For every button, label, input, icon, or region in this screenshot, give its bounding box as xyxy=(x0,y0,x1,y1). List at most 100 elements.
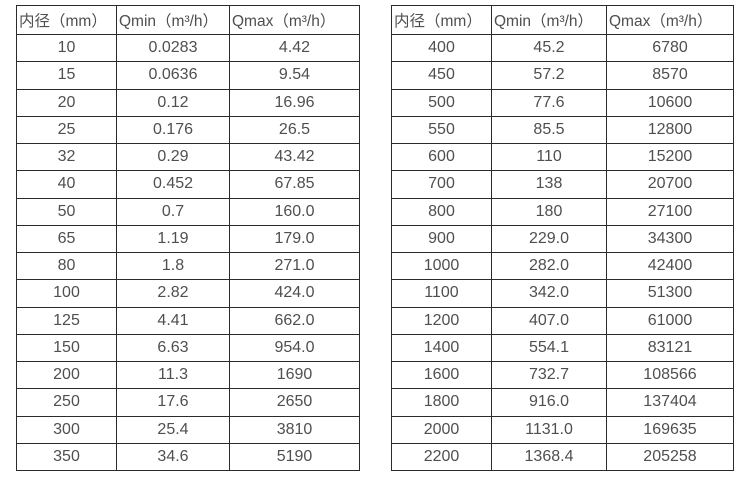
table-cell: 1.8 xyxy=(116,251,230,281)
table-cell: 15200 xyxy=(606,142,734,172)
table-cell: 40 xyxy=(16,170,117,199)
table-cell: 45.2 xyxy=(491,33,607,63)
table-cell: 300 xyxy=(16,415,117,444)
table-cell: 2650 xyxy=(229,388,360,417)
table-cell: 229.0 xyxy=(491,224,607,254)
table-cell: 83121 xyxy=(606,333,734,363)
table-row: 700 138 20700 xyxy=(391,170,734,199)
table-cell: 1690 xyxy=(229,360,360,390)
table-row: 15 0.0636 9.54 xyxy=(16,61,360,90)
table-cell: 6.63 xyxy=(116,333,230,363)
table-cell: 1131.0 xyxy=(491,415,607,444)
table-row: 20 0.12 16.96 xyxy=(16,88,360,117)
table-row: 800 180 27100 xyxy=(391,197,734,226)
table-cell: 0.0636 xyxy=(116,61,230,90)
table-cell: 16.96 xyxy=(229,88,360,117)
table-cell: 550 xyxy=(391,115,492,145)
table-cell: 662.0 xyxy=(229,306,360,335)
table-cell: 108566 xyxy=(606,360,734,390)
table-row: 250 17.6 2650 xyxy=(16,388,360,417)
table-cell: 0.452 xyxy=(116,170,230,199)
table-row: 300 25.4 3810 xyxy=(16,415,360,444)
table-row: 900 229.0 34300 xyxy=(391,224,734,254)
flow-spec-table-large-diameters: 内径（mm） Qmin（m³/h） Qmax（m³/h） 400 45.2 6780… xyxy=(391,5,734,472)
table-row: 1100 342.0 51300 xyxy=(391,279,734,308)
table-cell: 2.82 xyxy=(116,279,230,308)
column-header-qmax: Qmax（m³/h） xyxy=(229,5,360,35)
table-row: 25 0.176 26.5 xyxy=(16,115,360,145)
table-row: 65 1.19 179.0 xyxy=(16,224,360,254)
table-cell: 80 xyxy=(16,251,117,281)
table-cell: 6780 xyxy=(606,33,734,63)
table-cell: 732.7 xyxy=(491,360,607,390)
table-cell: 138 xyxy=(491,170,607,199)
table-cell: 4.42 xyxy=(229,33,360,63)
table-cell: 0.29 xyxy=(116,142,230,172)
table-row: 1200 407.0 61000 xyxy=(391,306,734,335)
table-cell: 800 xyxy=(391,197,492,226)
table-row: 550 85.5 12800 xyxy=(391,115,734,145)
table-cell: 3810 xyxy=(229,415,360,444)
table-row: 1400 554.1 83121 xyxy=(391,333,734,363)
table-cell: 600 xyxy=(391,142,492,172)
table-cell: 500 xyxy=(391,88,492,117)
table-cell: 250 xyxy=(16,388,117,417)
table-cell: 12800 xyxy=(606,115,734,145)
table-cell: 1600 xyxy=(391,360,492,390)
table-cell: 1400 xyxy=(391,333,492,363)
table-cell: 0.12 xyxy=(116,88,230,117)
table-cell: 342.0 xyxy=(491,279,607,308)
table-cell: 407.0 xyxy=(491,306,607,335)
table-cell: 9.54 xyxy=(229,61,360,90)
table-cell: 110 xyxy=(491,142,607,172)
table-cell: 67.85 xyxy=(229,170,360,199)
table-cell: 15 xyxy=(16,61,117,90)
column-header-inner-diameter: 内径（mm） xyxy=(16,5,117,35)
table-cell: 51300 xyxy=(606,279,734,308)
table-cell: 0.176 xyxy=(116,115,230,145)
table-cell: 200 xyxy=(16,360,117,390)
table-cell: 25.4 xyxy=(116,415,230,444)
table-cell: 160.0 xyxy=(229,197,360,226)
table-row: 450 57.2 8570 xyxy=(391,61,734,90)
table-cell: 916.0 xyxy=(491,388,607,417)
table-cell: 42400 xyxy=(606,251,734,281)
table-cell: 0.0283 xyxy=(116,33,230,63)
table-cell: 1.19 xyxy=(116,224,230,254)
table-row: 2200 1368.4 205258 xyxy=(391,442,734,472)
table-cell: 700 xyxy=(391,170,492,199)
table-row: 40 0.452 67.85 xyxy=(16,170,360,199)
table-row: 200 11.3 1690 xyxy=(16,360,360,390)
table-cell: 34.6 xyxy=(116,442,230,472)
table-cell: 20 xyxy=(16,88,117,117)
table-body: 10 0.0283 4.42 15 0.0636 9.54 20 0.12 16.96 25 0.1… xyxy=(16,33,360,472)
table-row: 150 6.63 954.0 xyxy=(16,333,360,363)
table-cell: 400 xyxy=(391,33,492,63)
table-cell: 1368.4 xyxy=(491,442,607,472)
table-row: 600 110 15200 xyxy=(391,142,734,172)
table-cell: 1000 xyxy=(391,251,492,281)
table-row: 350 34.6 5190 xyxy=(16,442,360,472)
table-cell: 282.0 xyxy=(491,251,607,281)
table-cell: 8570 xyxy=(606,61,734,90)
column-header-qmin: Qmin（m³/h） xyxy=(491,5,607,35)
table-cell: 2200 xyxy=(391,442,492,472)
column-header-qmin: Qmin（m³/h） xyxy=(116,5,230,35)
table-cell: 350 xyxy=(16,442,117,472)
table-row: 50 0.7 160.0 xyxy=(16,197,360,226)
column-header-inner-diameter: 内径（mm） xyxy=(391,5,492,35)
table-cell: 34300 xyxy=(606,224,734,254)
table-cell: 25 xyxy=(16,115,117,145)
table-cell: 554.1 xyxy=(491,333,607,363)
table-cell: 20700 xyxy=(606,170,734,199)
header-row: 内径（mm） Qmin（m³/h） Qmax（m³/h） xyxy=(391,5,734,35)
table-cell: 65 xyxy=(16,224,117,254)
table-cell: 271.0 xyxy=(229,251,360,281)
table-cell: 137404 xyxy=(606,388,734,417)
table-cell: 43.42 xyxy=(229,142,360,172)
table-cell: 77.6 xyxy=(491,88,607,117)
table-cell: 17.6 xyxy=(116,388,230,417)
table-cell: 169635 xyxy=(606,415,734,444)
table-row: 32 0.29 43.42 xyxy=(16,142,360,172)
table-cell: 61000 xyxy=(606,306,734,335)
